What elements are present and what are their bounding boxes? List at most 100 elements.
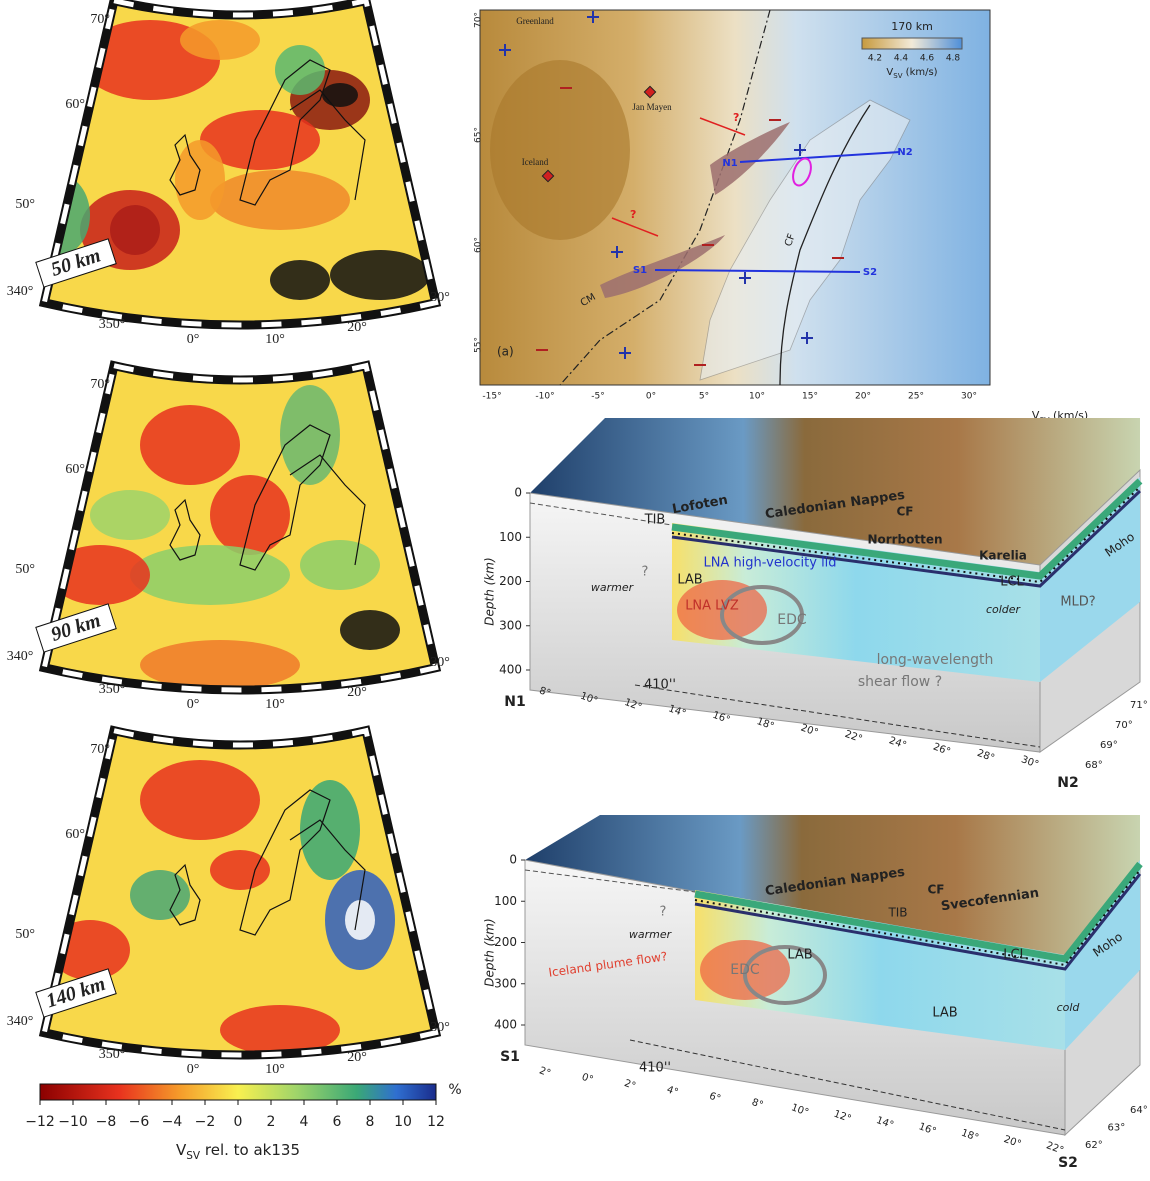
depth-tick-label: 300 [499,618,522,632]
annotation: ? [642,565,649,580]
side-tick-label: 68° [1085,760,1103,771]
annotation: cold [1057,1001,1081,1014]
anomaly [322,83,358,107]
colorbar-tick-label: −6 [129,1114,150,1130]
x-tick-label: 8° [750,1097,764,1111]
question: ? [630,208,636,221]
profile-label: N2 [897,147,912,158]
colorbar-tick-label: 4.2 [868,54,882,64]
annotation: Karelia [979,549,1027,563]
lon-label: 0° [187,1062,200,1077]
depth-tick-label: 200 [499,574,522,588]
colorbar-tick-label: −2 [195,1114,216,1130]
anomaly [210,850,270,890]
lat-label: 50° [15,562,35,577]
lat-label: 60° [65,827,85,842]
unit: rel. to ak135 [200,1141,300,1159]
lon-label: 30° [430,290,450,305]
lon-label: 0° [187,697,200,712]
anomaly [300,780,360,880]
side-tick-label: 70° [1115,720,1133,731]
anomaly [270,260,330,300]
colorbar-tick-label: −10 [58,1114,88,1130]
map-colorbar [862,38,962,49]
x-tick-label: 22° [843,729,863,745]
anomaly [210,170,350,230]
x-tick-label: 22° [1045,1140,1065,1156]
lon-label: 350° [99,682,126,697]
anomaly [130,870,190,920]
x-tick-label: 8° [538,685,552,699]
x-tick-label: 24° [887,735,907,751]
axis-label: Depth (km) [483,918,497,986]
question: ? [733,111,739,124]
colorbar-tick-label: 4.4 [894,54,909,64]
annotation: LAB [787,948,812,963]
x-tick-label: 6° [708,1091,722,1105]
x-tick-label: -10° [535,392,554,402]
place-label: Iceland [522,157,549,167]
subscript: SV [186,1150,201,1162]
annotation: warmer [629,928,673,941]
annotation: LNA LVZ [685,599,739,614]
x-tick-label: 12° [832,1109,852,1125]
side-tick-label: 63° [1108,1123,1126,1134]
x-tick-label: 10° [790,1102,810,1118]
lon-label: 340° [7,649,34,664]
x-tick-label: 2° [623,1078,637,1092]
lon-label: 350° [99,1047,126,1062]
anomaly [340,610,400,650]
annotation: EDC [777,612,807,628]
lon-label: 20° [347,685,367,700]
lon-label: 340° [7,1014,34,1029]
lon-label: 20° [347,320,367,335]
annotation: LNA high-velocity lid [703,556,836,571]
place-label: Jan Mayen [632,102,672,112]
x-tick-label: 5° [699,392,709,402]
annotation: LCL [1000,575,1024,590]
x-tick-label: 18° [960,1128,980,1144]
profile-label: S2 [863,267,877,278]
annotation: EDC [730,962,760,978]
y-tick-label: 60° [474,237,484,253]
profile-end: N1 [504,694,525,710]
colorbar-unit: % [448,1082,461,1098]
x-tick-label: 20° [855,392,871,402]
lon-label: 340° [7,284,34,299]
colorbar-tick-label: 10 [394,1114,412,1130]
label: 170 km [891,20,933,33]
anomaly [90,490,170,540]
annotation: 410'' [639,1061,671,1076]
x-tick-label: 30° [961,392,977,402]
x-tick-label: 20° [1002,1134,1022,1150]
anomaly [280,385,340,485]
x-tick-label: 30° [1020,754,1040,770]
y-tick-label: 70° [474,12,484,28]
annotation: LAB [932,1006,957,1021]
anomaly [330,250,430,300]
depth-tick-label: 400 [499,663,522,677]
depth-tick-label: 0 [509,853,517,867]
colorbar-tick-label: −12 [25,1114,55,1130]
depth-tick-label: 400 [494,1018,517,1032]
annotation: MLD? [1060,595,1095,610]
profile-end: S2 [1058,1155,1078,1171]
depth-tick-label: 100 [494,894,517,908]
profile-label: S1 [633,265,647,276]
annotation: shear flow ? [858,674,942,690]
annotation: ? [660,905,667,920]
lon-label: 30° [430,655,450,670]
colorbar-tick-label: 8 [366,1114,375,1130]
anomaly [210,475,290,555]
lat-label: 50° [15,197,35,212]
anomaly [140,405,240,485]
colorbar-tick-label: −4 [162,1114,183,1130]
side-tick-label: 62° [1085,1140,1103,1151]
colorbar-tick-label: 6 [333,1114,342,1130]
anomaly [300,540,380,590]
profile-label: N1 [722,158,737,169]
lat-label: 60° [65,97,85,112]
annotation: TIB [887,906,907,920]
colorbar-tick-label: 4.8 [946,54,961,64]
x-tick-label: 2° [538,1065,552,1079]
